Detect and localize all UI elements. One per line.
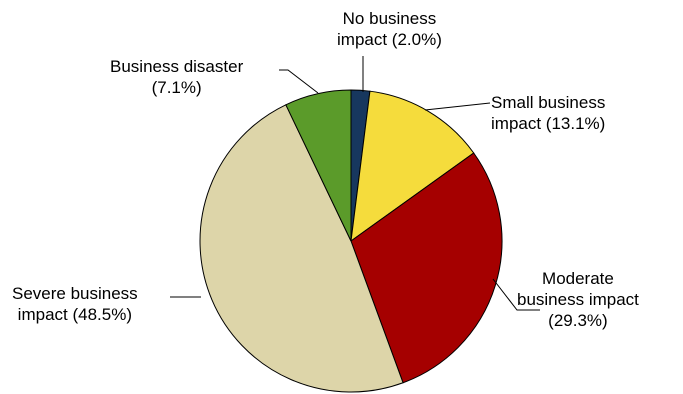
- label-severe-business-impact: Severe business impact (48.5%): [12, 284, 138, 324]
- label-moderate-business-impact: Moderate business impact (29.3%): [517, 269, 639, 330]
- leader-moderate-business-impact: [492, 278, 540, 311]
- slice-small-business-impact: [350, 90, 475, 243]
- leader-small-business-impact: [424, 102, 491, 111]
- leader-business-disaster: [279, 69, 319, 94]
- slice-business-disaster: [285, 89, 352, 242]
- slice-moderate-business-impact: [350, 152, 503, 384]
- leader-lines: [170, 56, 540, 311]
- pie-slices: [199, 89, 503, 393]
- label-small-business-impact: Small business impact (13.1%): [491, 93, 606, 133]
- label-business-disaster: Business disaster (7.1%): [110, 57, 244, 97]
- slice-severe-business-impact: [199, 104, 404, 393]
- label-no-business-impact: No business impact (2.0%): [337, 9, 442, 49]
